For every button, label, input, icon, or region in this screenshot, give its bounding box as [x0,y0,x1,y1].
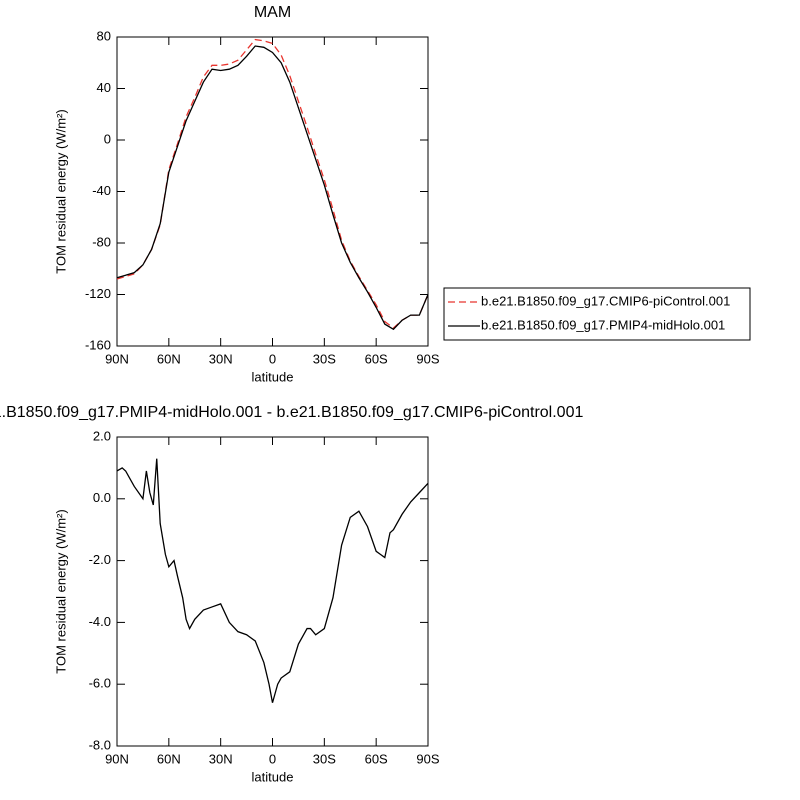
y-tick-label: -160 [85,337,111,352]
y-tick-label: -120 [85,286,111,301]
y-tick-label: 0 [104,131,111,146]
y-tick-label: 2.0 [93,428,111,443]
legend-box [443,287,751,341]
x-tick-label: 90N [105,351,129,366]
x-tick-label: 0 [269,351,276,366]
y-axis-label: TOM residual energy (W/m²) [53,109,68,273]
y-tick-label: -80 [92,234,111,249]
data-line [116,45,429,331]
x-tick-label: 90N [105,751,129,766]
x-tick-label: 60S [365,751,388,766]
chart-title: b.e21.B1850.f09_g17.PMIP4-midHolo.001 - … [0,404,583,421]
y-tick-label: -40 [92,183,111,198]
x-tick-label: 60N [157,751,181,766]
legend-label: b.e21.B1850.f09_g17.PMIP4-midHolo.001 [481,317,725,332]
y-tick-label: 0.0 [93,490,111,505]
y-tick-label: 40 [97,80,111,95]
x-tick-label: 0 [269,751,276,766]
x-axis-label: latitude [252,769,294,784]
data-line [116,38,429,329]
x-tick-label: 60S [365,351,388,366]
x-tick-label: 90S [416,751,439,766]
x-tick-label: 30S [313,751,336,766]
y-tick-label: 80 [97,28,111,43]
x-tick-label: 30S [313,351,336,366]
x-tick-label: 60N [157,351,181,366]
chart-title: MAM [254,4,291,21]
plot-frame [116,36,429,347]
y-tick-label: -2.0 [89,552,111,567]
x-tick-label: 30N [209,751,233,766]
data-line [116,458,429,703]
y-tick-label: -8.0 [89,737,111,752]
x-axis-label: latitude [252,369,294,384]
y-axis-label: TOM residual energy (W/m²) [53,509,68,673]
x-tick-label: 30N [209,351,233,366]
y-tick-label: -6.0 [89,676,111,691]
legend-label: b.e21.B1850.f09_g17.CMIP6-piControl.001 [481,293,730,308]
x-tick-label: 90S [416,351,439,366]
y-tick-label: -4.0 [89,614,111,629]
